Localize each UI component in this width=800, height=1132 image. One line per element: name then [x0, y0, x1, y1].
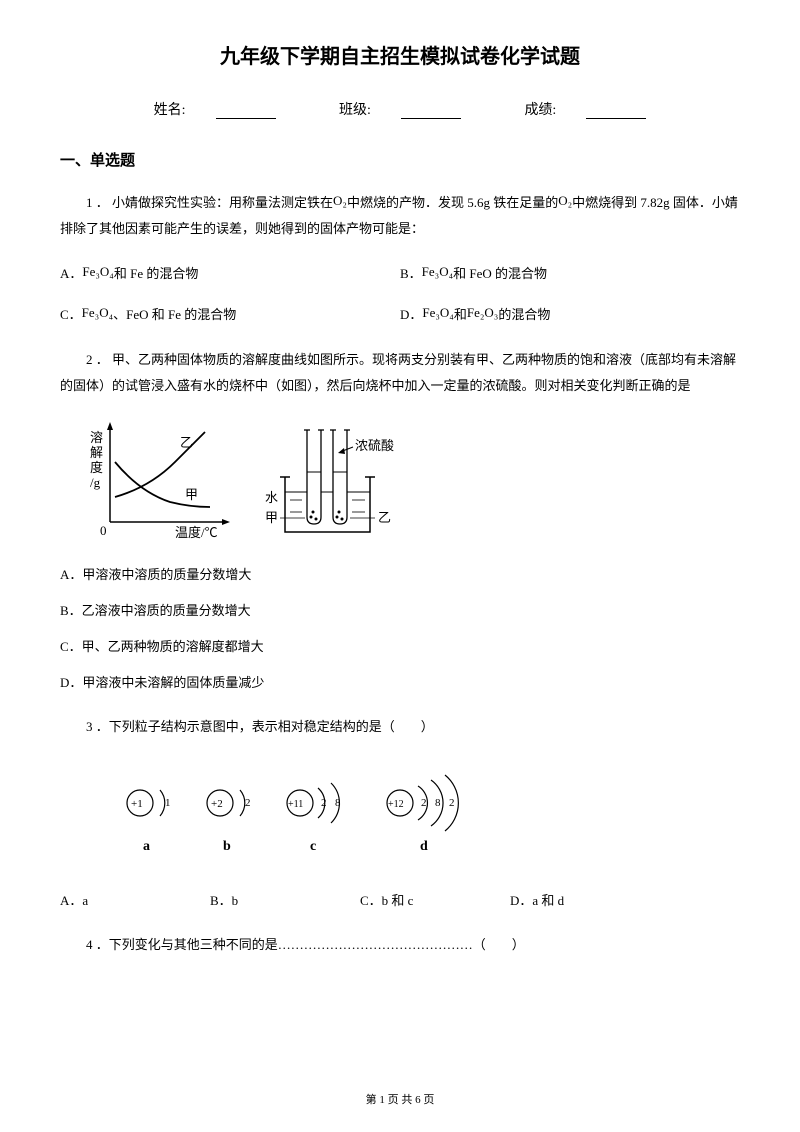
q2-option-b[interactable]: B．乙溶液中溶质的质量分数增大 — [60, 598, 740, 624]
svg-text:2: 2 — [449, 797, 455, 809]
svg-text:+12: +12 — [388, 799, 404, 810]
svg-text:+11: +11 — [288, 799, 303, 810]
q2-option-c[interactable]: C．甲、乙两种物质的溶解度都增大 — [60, 634, 740, 660]
q2-diagram: 溶 解 度 /g 温度/℃ 0 乙 甲 — [80, 417, 740, 547]
svg-text:解: 解 — [90, 445, 103, 460]
q3-option-a[interactable]: A．a — [60, 888, 210, 914]
question-3-options: A．a B．b C．b 和 c D．a 和 d — [60, 888, 740, 914]
q1-option-d[interactable]: D．Fe₃O₄和Fe₂O₃的混合物 — [400, 301, 740, 330]
svg-text:度: 度 — [90, 460, 103, 475]
question-4: 4 ．下列变化与其他三种不同的是………………………………………（ ） — [60, 932, 740, 958]
svg-text:乙: 乙 — [180, 435, 193, 450]
svg-text:a: a — [143, 839, 150, 854]
svg-text:8: 8 — [435, 797, 441, 809]
score-blank[interactable] — [586, 105, 646, 119]
svg-text:2: 2 — [321, 797, 327, 809]
student-info: 姓名: 班级: 成绩: — [60, 99, 740, 119]
svg-text:8: 8 — [335, 797, 341, 809]
class-label: 班级: — [324, 103, 476, 118]
question-1-options: A．Fe₃O₄和 Fe 的混合物 B．Fe₃O₄和 FeO 的混合物 C．Fe₃… — [60, 260, 740, 329]
svg-text:c: c — [310, 839, 316, 854]
svg-text:/g: /g — [90, 475, 101, 490]
q3-option-d[interactable]: D．a 和 d — [510, 888, 660, 914]
question-1: 1 ． 小婧做探究性实验：用称量法测定铁在O₂中燃烧的产物．发现 5.6g 铁在… — [60, 190, 740, 242]
svg-text:2: 2 — [245, 797, 251, 809]
svg-text:甲: 甲 — [265, 510, 278, 525]
q1-option-b[interactable]: B．Fe₃O₄和 FeO 的混合物 — [400, 260, 740, 289]
svg-text:浓硫酸: 浓硫酸 — [355, 438, 394, 453]
svg-text:甲: 甲 — [185, 487, 198, 502]
section-title: 一、单选题 — [60, 149, 740, 170]
svg-text:+2: +2 — [211, 798, 223, 810]
svg-text:0: 0 — [100, 523, 107, 538]
class-blank[interactable] — [401, 105, 461, 119]
svg-text:温度/℃: 温度/℃ — [175, 525, 218, 540]
svg-text:1: 1 — [165, 797, 171, 809]
svg-text:乙: 乙 — [378, 510, 391, 525]
q2-option-d[interactable]: D．甲溶液中未溶解的固体质量减少 — [60, 670, 740, 696]
q2-option-a[interactable]: A．甲溶液中溶质的质量分数增大 — [60, 562, 740, 588]
svg-text:2: 2 — [421, 797, 427, 809]
svg-text:b: b — [223, 839, 231, 854]
svg-text:+1: +1 — [131, 798, 143, 810]
page-footer: 第 1 页 共 6 页 — [0, 1091, 800, 1107]
name-blank[interactable] — [216, 105, 276, 119]
q3-option-b[interactable]: B．b — [210, 888, 360, 914]
question-2: 2 ． 甲、乙两种固体物质的溶解度曲线如图所示。现将两支分别装有甲、乙两种物质的… — [60, 347, 740, 399]
svg-text:水: 水 — [265, 490, 278, 505]
q1-option-a[interactable]: A．Fe₃O₄和 Fe 的混合物 — [60, 260, 400, 289]
question-3: 3 ．下列粒子结构示意图中，表示相对稳定结构的是（ ） — [60, 714, 740, 740]
score-label: 成绩: — [509, 103, 661, 118]
page-title: 九年级下学期自主招生模拟试卷化学试题 — [60, 40, 740, 69]
q3-diagram: +1 1 a +2 2 b +11 2 8 c +12 2 — [80, 758, 740, 873]
name-label: 姓名: — [139, 103, 291, 118]
q1-option-c[interactable]: C．Fe₃O₄、FeO 和 Fe 的混合物 — [60, 301, 400, 330]
svg-text:溶: 溶 — [90, 430, 103, 445]
svg-text:d: d — [420, 839, 428, 854]
q3-option-c[interactable]: C．b 和 c — [360, 888, 510, 914]
